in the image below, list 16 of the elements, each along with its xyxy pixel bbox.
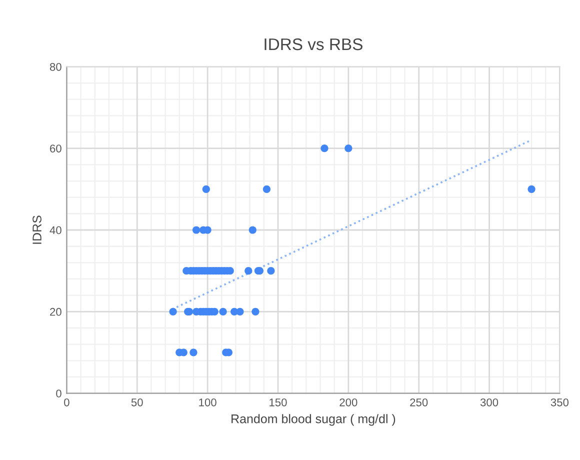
y-axis-title: IDRS [32,216,42,244]
x-tick-label: 250 [410,398,428,406]
chart-title: IDRS vs RBS [264,38,362,50]
y-tick-label: 80 [50,62,62,71]
x-tick-label: 200 [340,398,358,406]
x-axis-title: Random blood sugar ( mg/dl ) [232,414,396,426]
x-tick-label: 350 [550,398,569,406]
y-tick-label: 60 [50,144,62,152]
x-tick-label: 100 [199,398,216,406]
y-tick-label: 20 [50,308,62,316]
x-tick-label: 150 [270,398,287,406]
x-tick-label: 50 [131,398,143,406]
y-tick-label: 0 [56,390,62,398]
y-tick-label: 40 [50,226,62,234]
x-tick-label: 300 [480,398,498,406]
x-tick-label: 0 [64,398,70,406]
